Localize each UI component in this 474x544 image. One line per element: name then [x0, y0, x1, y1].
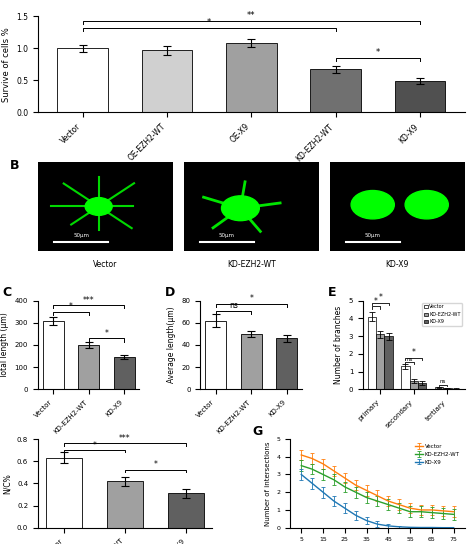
Bar: [57, 48, 108, 113]
Y-axis label: Number of branches: Number of branches: [334, 306, 343, 384]
Text: 50μm: 50μm: [219, 232, 235, 238]
Bar: [205, 320, 227, 390]
Bar: [43, 320, 64, 390]
Bar: [367, 317, 376, 390]
Text: D: D: [165, 286, 175, 299]
Text: ns: ns: [440, 380, 447, 385]
Circle shape: [351, 190, 394, 219]
Bar: [418, 383, 426, 390]
Text: E: E: [328, 286, 336, 299]
Text: *: *: [375, 48, 380, 57]
Bar: [401, 366, 410, 390]
Text: *: *: [105, 329, 109, 338]
Text: *: *: [69, 302, 73, 311]
Text: *: *: [378, 293, 382, 302]
Bar: [142, 50, 192, 113]
Y-axis label: N/C%: N/C%: [2, 473, 11, 494]
Y-axis label: Survive of cells %: Survive of cells %: [1, 27, 10, 102]
Legend: Vector, KD-EZH2-WT, KD-X9: Vector, KD-EZH2-WT, KD-X9: [422, 303, 462, 326]
Text: G: G: [252, 424, 262, 437]
Y-axis label: Total length (μm): Total length (μm): [0, 312, 9, 378]
Text: *: *: [207, 18, 211, 27]
Bar: [310, 70, 361, 113]
Bar: [168, 493, 204, 528]
Bar: [394, 81, 445, 113]
Text: *: *: [154, 461, 157, 469]
Circle shape: [221, 196, 259, 221]
Text: KD-EZH2-WT: KD-EZH2-WT: [227, 259, 275, 269]
Bar: [435, 387, 443, 390]
Text: C: C: [2, 286, 11, 299]
Text: B: B: [9, 159, 19, 172]
Text: *: *: [92, 441, 97, 449]
Bar: [241, 334, 262, 390]
Bar: [107, 481, 143, 528]
Bar: [114, 357, 135, 390]
Bar: [443, 388, 452, 390]
Bar: [384, 336, 393, 390]
Bar: [276, 338, 297, 390]
Text: **: **: [247, 11, 255, 20]
Circle shape: [405, 190, 448, 219]
Bar: [376, 334, 384, 390]
Y-axis label: Average length(μm): Average length(μm): [167, 307, 176, 383]
Bar: [46, 458, 82, 528]
Text: *: *: [249, 294, 253, 304]
Bar: [226, 43, 276, 113]
Text: ***: ***: [83, 295, 94, 305]
Legend: Vector, KD-EZH2-WT, KD-X9: Vector, KD-EZH2-WT, KD-X9: [412, 442, 462, 467]
Text: ns: ns: [229, 301, 238, 310]
Bar: [410, 381, 418, 390]
Text: ns: ns: [406, 356, 413, 362]
Text: 50μm: 50μm: [365, 232, 381, 238]
Y-axis label: Number of intersections: Number of intersections: [265, 441, 271, 526]
Text: Vector: Vector: [93, 259, 118, 269]
Text: KD-X9: KD-X9: [385, 259, 409, 269]
Bar: [452, 388, 460, 390]
Text: ***: ***: [119, 434, 131, 443]
Circle shape: [85, 197, 112, 215]
Text: 50μm: 50μm: [73, 232, 89, 238]
Bar: [78, 345, 100, 390]
Text: *: *: [412, 348, 416, 357]
Text: *: *: [374, 297, 378, 306]
